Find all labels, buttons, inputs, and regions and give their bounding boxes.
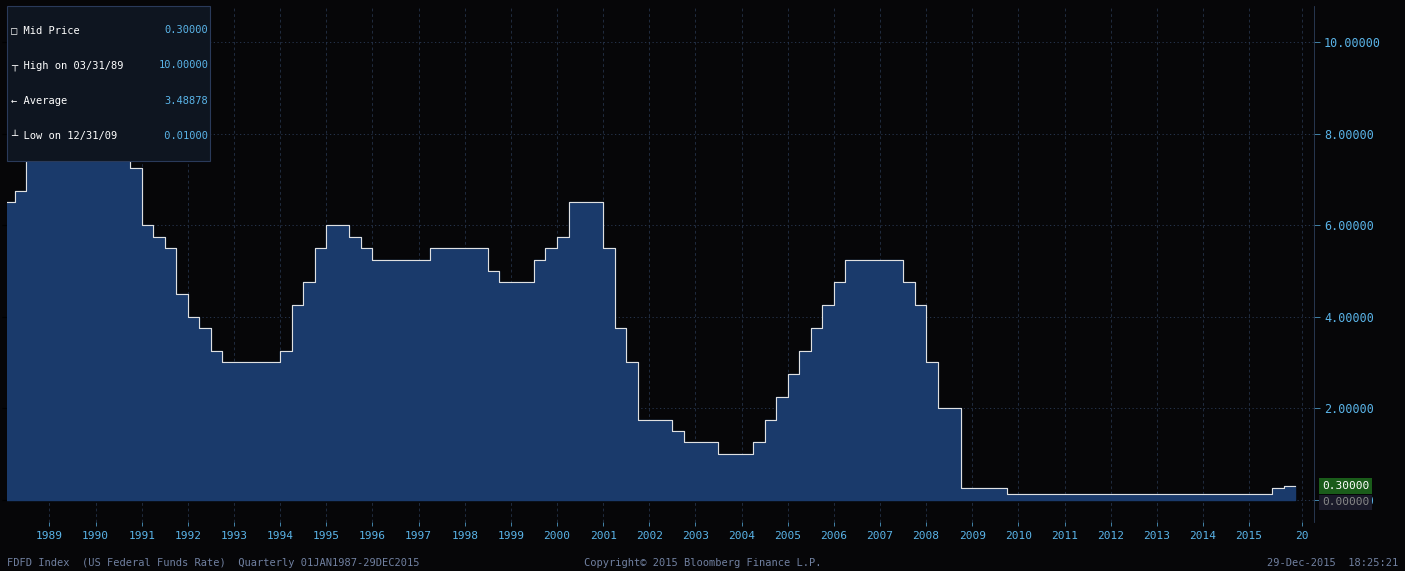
Text: □ Mid Price: □ Mid Price	[11, 25, 80, 35]
Text: 10.00000: 10.00000	[159, 61, 208, 70]
Text: ┬ High on 03/31/89: ┬ High on 03/31/89	[11, 60, 124, 71]
Text: 0.30000: 0.30000	[1322, 481, 1370, 491]
Text: Copyright© 2015 Bloomberg Finance L.P.: Copyright© 2015 Bloomberg Finance L.P.	[583, 558, 822, 568]
FancyBboxPatch shape	[7, 6, 209, 161]
Text: 3.48878: 3.48878	[164, 95, 208, 106]
Text: 0.30000: 0.30000	[164, 25, 208, 35]
Text: ← Average: ← Average	[11, 95, 67, 106]
Text: ┴ Low on 12/31/09: ┴ Low on 12/31/09	[11, 131, 117, 141]
Text: FDFD Index  (US Federal Funds Rate)  Quarterly 01JAN1987-29DEC2015: FDFD Index (US Federal Funds Rate) Quart…	[7, 558, 420, 568]
Text: 29-Dec-2015  18:25:21: 29-Dec-2015 18:25:21	[1267, 558, 1398, 568]
Text: 0.01000: 0.01000	[159, 131, 208, 140]
Text: 0.00000: 0.00000	[1322, 497, 1370, 508]
